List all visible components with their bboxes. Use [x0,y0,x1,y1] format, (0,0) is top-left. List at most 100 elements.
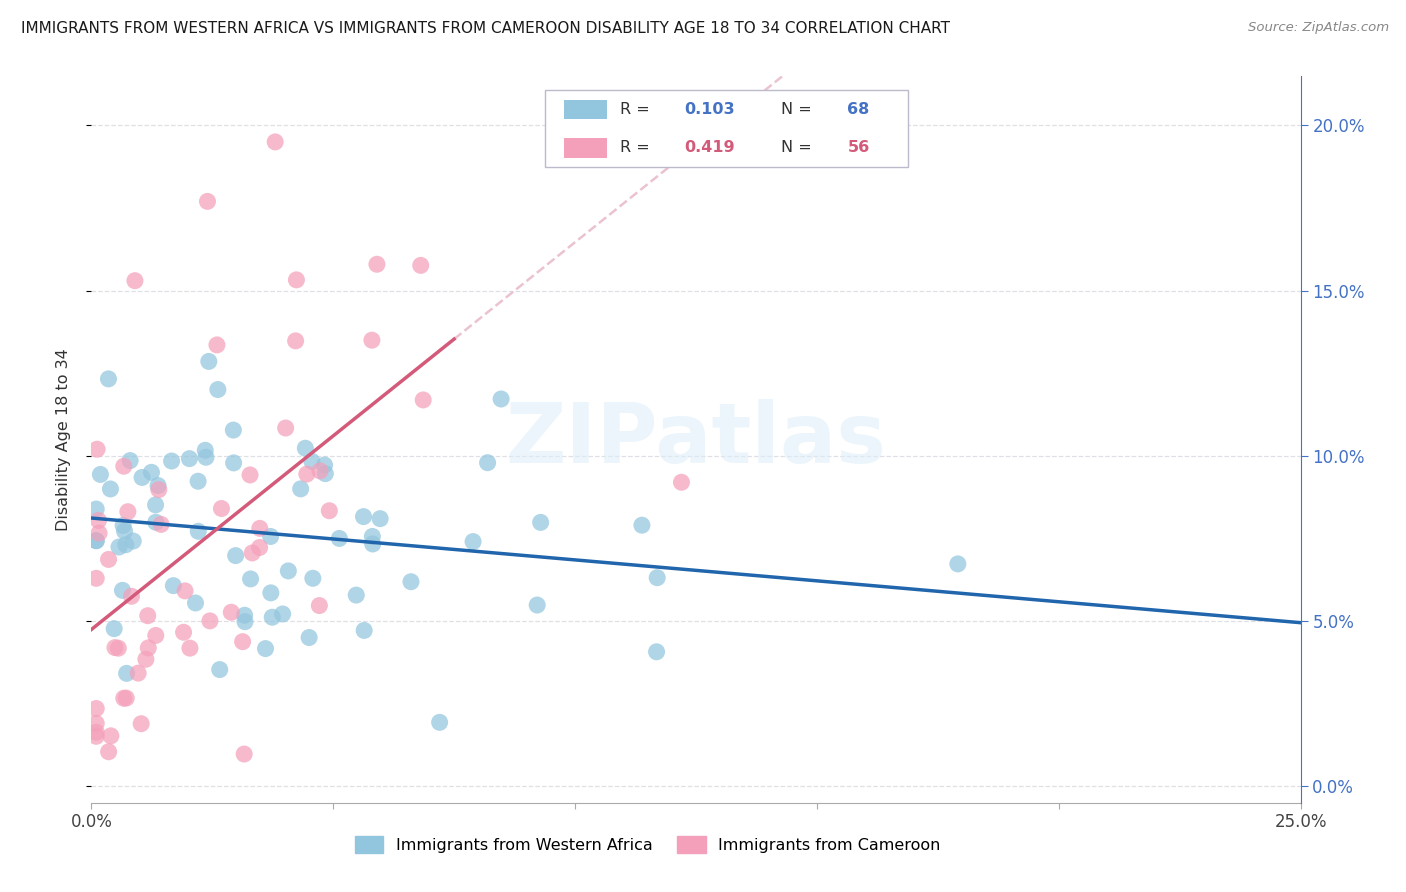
Point [361,537,384,551]
Point [115,666,138,681]
Point [114,524,136,539]
Point [530,516,553,530]
Point [131,470,153,484]
FancyBboxPatch shape [544,90,908,167]
Point [145,628,167,642]
Point [97,372,120,386]
Point [298,631,321,645]
Point [187,475,209,489]
Point [344,588,367,602]
Point [277,564,299,578]
Point [222,456,245,470]
Point [84,716,107,731]
Point [308,599,330,613]
Text: IMMIGRANTS FROM WESTERN AFRICA VS IMMIGRANTS FROM CAMEROON DISABILITY AGE 18 TO : IMMIGRANTS FROM WESTERN AFRICA VS IMMIGR… [21,21,950,36]
Point [97,745,120,759]
Point [174,583,197,598]
Point [207,383,229,397]
Text: Source: ZipAtlas.com: Source: ZipAtlas.com [1249,21,1389,34]
Text: 0.103: 0.103 [685,102,735,117]
Point [84,571,107,585]
Point [108,540,131,554]
Point [120,453,142,467]
Text: 56: 56 [848,140,870,155]
Point [150,517,173,532]
Point [141,466,163,480]
Point [264,135,287,149]
Point [290,482,312,496]
Point [115,691,138,706]
Point [399,574,422,589]
Text: ZIPatlas: ZIPatlas [506,399,886,480]
Point [361,333,384,347]
Point [87,526,110,541]
Point [97,552,120,566]
Point [631,518,654,533]
Point [84,533,107,548]
Point [361,529,384,543]
Point [249,541,271,555]
Y-axis label: Disability Age 18 to 34: Disability Age 18 to 34 [56,348,70,531]
Point [211,501,233,516]
Point [285,273,308,287]
Point [314,467,336,481]
Point [146,478,169,492]
Point [651,102,673,116]
Point [671,475,693,490]
Point [103,622,125,636]
Point [107,641,129,656]
Point [259,529,281,543]
Point [84,725,107,739]
Point [197,194,219,209]
Point [145,515,167,529]
Point [117,505,139,519]
Point [233,608,256,623]
Point [124,274,146,288]
Point [239,572,262,586]
Point [946,557,969,571]
Point [194,443,217,458]
Text: N =: N = [780,102,817,117]
Point [429,715,451,730]
FancyBboxPatch shape [564,100,607,120]
Point [271,607,294,621]
Point [254,641,277,656]
Point [173,625,195,640]
Point [314,458,336,472]
Point [112,518,135,533]
Point [249,521,271,535]
Point [100,729,122,743]
Legend: Immigrants from Western Africa, Immigrants from Cameroon: Immigrants from Western Africa, Immigran… [354,836,941,853]
Point [294,442,316,456]
Point [240,546,263,560]
Text: R =: R = [620,102,655,117]
Point [148,483,170,497]
Point [198,614,221,628]
Point [122,534,145,549]
Point [184,596,207,610]
Point [112,691,135,706]
Point [239,467,262,482]
Point [295,467,318,481]
Point [179,641,201,656]
Point [232,634,254,648]
Point [562,102,585,116]
Point [89,467,111,482]
Point [121,589,143,603]
Point [366,257,388,271]
Point [100,482,122,496]
Point [645,571,668,585]
Point [284,334,307,348]
Text: 68: 68 [848,102,870,117]
Point [409,259,432,273]
Point [135,652,157,666]
Point [461,534,484,549]
Point [84,533,107,548]
Point [112,459,135,474]
Text: N =: N = [780,140,817,155]
Point [194,450,217,465]
Point [84,701,107,715]
Point [274,421,297,435]
Point [526,598,548,612]
Point [477,456,499,470]
